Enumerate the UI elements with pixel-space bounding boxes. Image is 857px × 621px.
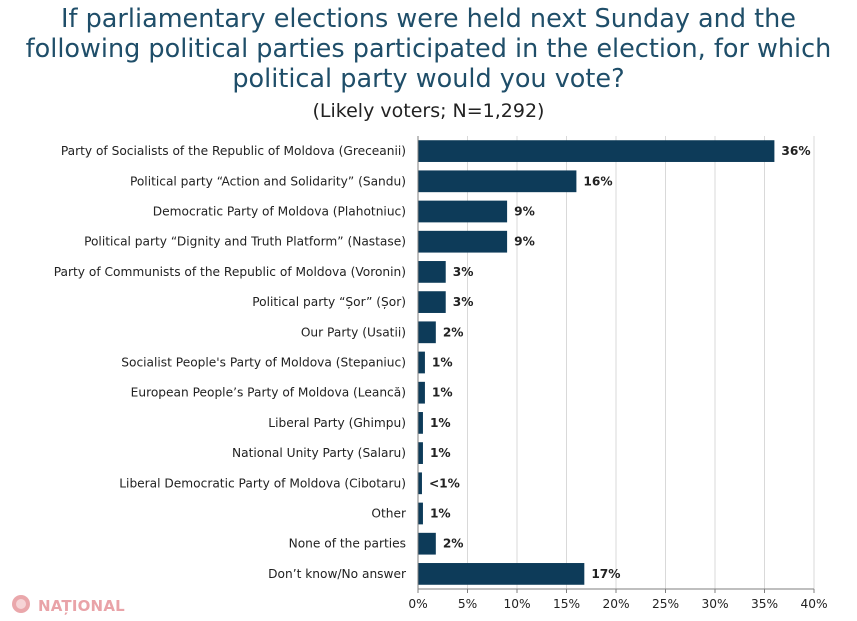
value-label: 3%: [453, 265, 474, 279]
value-label: 1%: [430, 507, 451, 521]
title-line-3: political party would you vote?: [232, 64, 625, 94]
bar: [418, 261, 446, 283]
x-tick-label: 5%: [458, 597, 477, 611]
bar: [418, 140, 775, 162]
category-label: Political party “Dignity and Truth Platf…: [84, 235, 406, 249]
bar: [418, 472, 422, 495]
x-tick-label: 40%: [800, 597, 827, 611]
category-label: None of the parties: [289, 537, 406, 551]
bar: [418, 502, 423, 525]
value-label: 9%: [514, 235, 535, 249]
chart-title: If parliamentary elections were held nex…: [0, 4, 857, 94]
category-label: Political party “Șor” (Șor): [252, 295, 406, 309]
category-label: Party of Socialists of the Republic of M…: [61, 144, 406, 158]
value-label: 16%: [583, 174, 612, 188]
chart-subtitle: (Likely voters; N=1,292): [312, 100, 545, 122]
title-line-2: following political parties participated…: [25, 34, 832, 64]
category-label: Party of Communists of the Republic of M…: [54, 265, 406, 279]
x-tick-label: 15%: [553, 597, 580, 611]
value-label: <1%: [429, 476, 460, 490]
value-label: 2%: [443, 537, 464, 551]
value-label: 1%: [430, 416, 451, 430]
value-label: 1%: [432, 386, 453, 400]
bar: [418, 200, 508, 223]
x-tick-label: 25%: [652, 597, 679, 611]
bar: [418, 563, 585, 585]
bar: [418, 170, 577, 193]
category-label: Liberal Democratic Party of Moldova (Cib…: [119, 476, 406, 490]
bar: [418, 351, 425, 374]
national-logo-icon: [8, 593, 34, 619]
category-label: Don’t know/No answer: [268, 567, 407, 581]
bar: [418, 412, 423, 434]
x-tick-label: 10%: [503, 597, 530, 611]
bar: [418, 442, 423, 464]
bar: [418, 321, 436, 344]
value-label: 1%: [430, 446, 451, 460]
category-label: Other: [371, 507, 407, 521]
category-label: Liberal Party (Ghimpu): [268, 416, 406, 430]
x-tick-label: 35%: [751, 597, 778, 611]
bar: [418, 230, 508, 253]
value-label: 1%: [432, 356, 453, 370]
category-label: Democratic Party of Moldova (Plahotniuc): [153, 205, 406, 219]
x-tick-label: 30%: [701, 597, 728, 611]
value-label: 17%: [591, 567, 620, 581]
national-logo: NAȚIONAL: [8, 593, 125, 619]
x-tick-label: 20%: [602, 597, 629, 611]
category-label: European People’s Party of Moldova (Lean…: [131, 386, 406, 400]
value-label: 36%: [781, 144, 810, 158]
category-label: Socialist People's Party of Moldova (Ste…: [121, 356, 406, 370]
bar: [418, 381, 425, 404]
category-label: Political party “Action and Solidarity” …: [130, 174, 406, 188]
category-label: Our Party (Usatii): [301, 325, 406, 339]
category-label: National Unity Party (Salaru): [232, 446, 406, 460]
bar: [418, 291, 446, 313]
value-label: 3%: [453, 295, 474, 309]
value-label: 2%: [443, 325, 464, 339]
x-tick-label: 0%: [408, 597, 427, 611]
bar: [418, 532, 436, 555]
national-logo-text: NAȚIONAL: [38, 597, 125, 615]
title-line-1: If parliamentary elections were held nex…: [61, 4, 796, 34]
value-label: 9%: [514, 205, 535, 219]
